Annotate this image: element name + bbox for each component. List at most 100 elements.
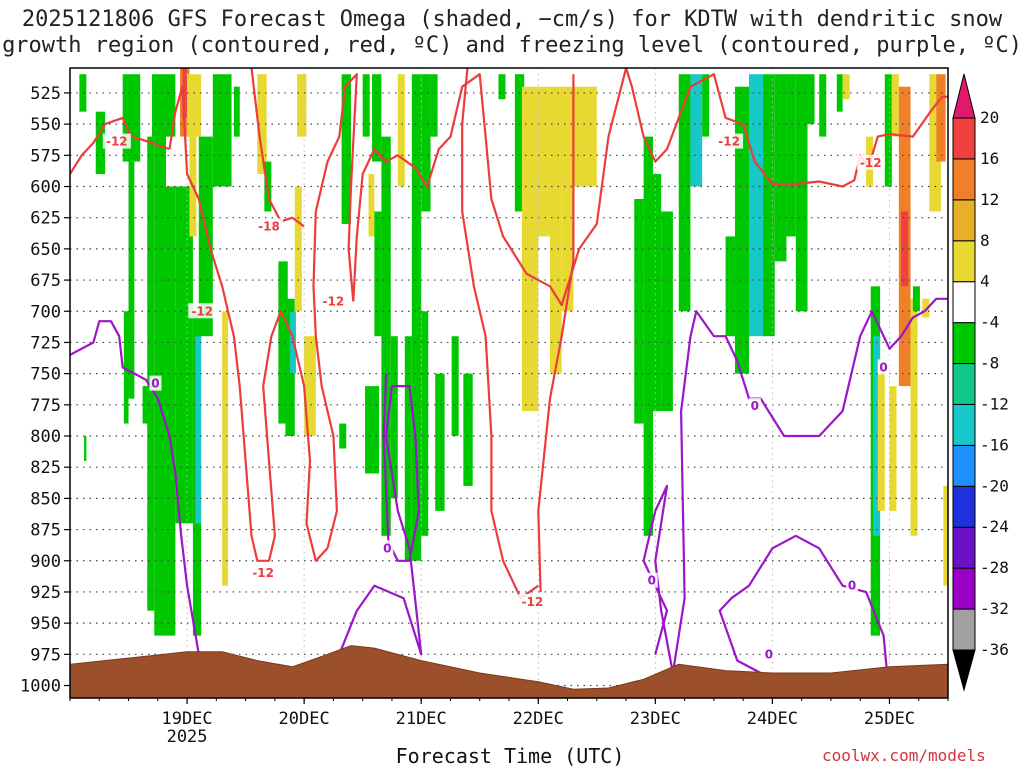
- omega-cell: [678, 74, 691, 312]
- colorbar-label: -32: [980, 599, 1009, 618]
- contour-label: 0: [879, 360, 887, 374]
- omega-cell: [884, 74, 892, 187]
- omega-cell: [725, 236, 735, 337]
- omega-cell: [372, 74, 382, 162]
- chart-title-line-2: growth region (contoured, red, ºC) and f…: [2, 33, 1022, 58]
- x-axis-label: Forecast Time (UTC): [395, 744, 625, 768]
- y-tick-label: 800: [30, 427, 61, 447]
- contour-label: 0: [648, 574, 656, 588]
- y-tick-label: 850: [30, 489, 61, 509]
- colorbar-segment: [952, 281, 976, 324]
- y-tick-label: 975: [30, 645, 61, 665]
- credit-link[interactable]: coolwx.com/models: [822, 746, 986, 765]
- omega-cell: [549, 186, 562, 374]
- omega-cell: [763, 74, 775, 337]
- colorbar-label: -28: [980, 558, 1009, 577]
- colorbar-max-triangle: [952, 73, 976, 119]
- colorbar-label: -36: [980, 640, 1009, 659]
- omega-cell: [198, 136, 213, 337]
- contour-label: -12: [522, 595, 544, 609]
- contour-label-bg: [877, 359, 890, 375]
- omega-cell: [634, 198, 644, 424]
- contour-label: 0: [848, 579, 856, 593]
- omega-cell: [257, 74, 267, 175]
- dgz-contour: [250, 68, 305, 228]
- colorbar-segment: [952, 240, 976, 283]
- omega-cell: [95, 111, 106, 175]
- omega-cell: [339, 423, 347, 449]
- omega-cell: [233, 86, 240, 137]
- omega-cell: [922, 298, 930, 318]
- colorbar-label: -12: [980, 394, 1009, 413]
- contour-label-bg: [188, 303, 217, 319]
- freezing-level-contour: [338, 373, 423, 656]
- colorbar-label: -4: [980, 313, 999, 332]
- omega-cell: [374, 211, 382, 337]
- omega-cell: [807, 74, 815, 125]
- y-tick-label: 625: [30, 209, 61, 229]
- dgz-contour: [537, 74, 575, 593]
- contour-label: 0: [765, 647, 773, 661]
- x-tick-sublabel: 2025: [167, 727, 208, 747]
- y-tick-label: 675: [30, 271, 61, 291]
- x-tick-label: 25DEC: [864, 709, 915, 729]
- freezing-level-contour: [70, 320, 200, 655]
- omega-cell: [368, 174, 375, 237]
- omega-cell: [404, 336, 412, 561]
- y-tick-label: 650: [30, 240, 61, 260]
- omega-cell: [128, 161, 135, 399]
- freezing-level-contour: [642, 484, 674, 674]
- omega-cell: [421, 311, 429, 536]
- contour-label-bg: [856, 154, 885, 170]
- colorbar-segment: [952, 199, 976, 242]
- dgz-contour: [625, 68, 948, 188]
- chart-title-line-1: 2025121806 GFS Forecast Omega (shaded, −…: [21, 7, 1003, 32]
- omega-cell: [521, 86, 539, 412]
- omega-cell: [514, 74, 525, 212]
- contour-label: 0: [751, 399, 759, 413]
- omega-cell: [212, 74, 232, 187]
- omega-cell: [187, 74, 202, 137]
- contour-label-bg: [102, 133, 131, 149]
- omega-cell: [936, 74, 946, 162]
- dgz-contour: [70, 116, 170, 175]
- omega-cell: [381, 136, 391, 536]
- omega-cell: [165, 186, 176, 636]
- contour-label-bg: [255, 218, 284, 234]
- colorbar-label: 20: [980, 108, 999, 127]
- y-tick-label: 725: [30, 333, 61, 353]
- y-tick-label: 825: [30, 458, 61, 478]
- omega-cell: [929, 74, 941, 212]
- omega-cell: [195, 336, 202, 524]
- omega-cell: [498, 74, 506, 100]
- colorbar-label: -24: [980, 517, 1009, 536]
- contour-label: -12: [323, 294, 345, 308]
- contour-label: -12: [860, 156, 882, 170]
- colorbar-segment: [952, 403, 976, 446]
- colorbar-segment: [952, 526, 976, 569]
- colorbar-label: 4: [980, 272, 990, 291]
- omega-cell: [795, 74, 808, 312]
- contour-label: 0: [383, 541, 391, 555]
- y-tick-label: 925: [30, 583, 61, 603]
- dgz-contour: [461, 68, 539, 600]
- omega-cell: [891, 74, 899, 137]
- omega-cell: [421, 74, 431, 212]
- omega-cell: [690, 74, 703, 187]
- contour-label-bg: [846, 577, 859, 593]
- omega-cell: [79, 74, 87, 112]
- freezing-level-contour: [671, 297, 948, 674]
- colorbar-segment: [952, 444, 976, 487]
- colorbar-label: -20: [980, 476, 1009, 495]
- contour-label-bg: [715, 133, 744, 149]
- y-tick-label: 775: [30, 396, 61, 416]
- colorbar-segment: [952, 567, 976, 610]
- colorbar-label: -16: [980, 435, 1009, 454]
- contour-label-bg: [645, 572, 658, 588]
- colorbar-label: 8: [980, 231, 990, 250]
- omega-cell: [175, 186, 193, 524]
- omega-cell: [748, 74, 764, 337]
- omega-cell: [943, 485, 948, 586]
- colorbar-segment: [952, 322, 976, 365]
